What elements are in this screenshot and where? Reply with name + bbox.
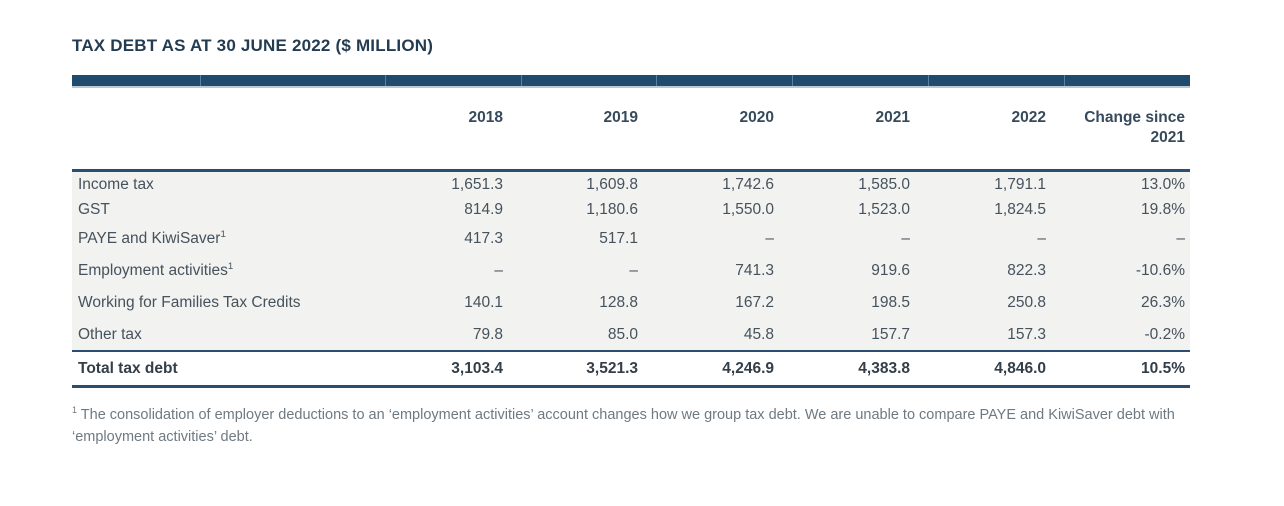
table-title: TAX DEBT AS AT 30 JUNE 2022 ($ MILLION) bbox=[72, 36, 434, 55]
cell-value: 1,824.5 bbox=[928, 197, 1064, 222]
cell-value: – bbox=[1064, 222, 1190, 254]
footnote-marker: 1 bbox=[72, 405, 77, 416]
column-header: 2019 bbox=[521, 87, 656, 171]
table-row: Working for Families Tax Credits 140.1 128… bbox=[72, 286, 1190, 318]
header-bar-segment bbox=[791, 75, 928, 88]
header-bar-segment bbox=[655, 75, 792, 88]
cell-value: 919.6 bbox=[792, 254, 928, 286]
total-value: 3,521.3 bbox=[521, 350, 656, 388]
table-body: Income tax 1,651.3 1,609.8 1,742.6 1,585.0 1,… bbox=[72, 169, 1190, 351]
cell-value: 167.2 bbox=[656, 286, 792, 318]
cell-value: 128.8 bbox=[521, 286, 656, 318]
header-bar-segment bbox=[927, 75, 1064, 88]
cell-value: -0.2% bbox=[1064, 318, 1190, 351]
cell-value: 1,585.0 bbox=[792, 169, 928, 197]
cell-value: 1,609.8 bbox=[521, 169, 656, 197]
row-label: Other tax bbox=[72, 318, 385, 351]
cell-value: 517.1 bbox=[521, 222, 656, 254]
column-header: 2020 bbox=[656, 87, 792, 171]
column-header: Change since 2021 bbox=[1064, 87, 1190, 171]
total-value: 4,846.0 bbox=[928, 350, 1064, 388]
cell-value: 13.0% bbox=[1064, 169, 1190, 197]
cell-value: 1,651.3 bbox=[385, 169, 521, 197]
cell-value: 1,523.0 bbox=[792, 197, 928, 222]
cell-value: 741.3 bbox=[656, 254, 792, 286]
cell-value: 822.3 bbox=[928, 254, 1064, 286]
cell-value: 79.8 bbox=[385, 318, 521, 351]
cell-value: 45.8 bbox=[656, 318, 792, 351]
report-table-section: TAX DEBT AS AT 30 JUNE 2022 ($ MILLION) … bbox=[72, 36, 1190, 448]
cell-value: 1,791.1 bbox=[928, 169, 1064, 197]
header-bar bbox=[72, 75, 1190, 88]
row-label: GST bbox=[72, 197, 385, 222]
column-header: 2018 bbox=[385, 87, 521, 171]
footnote-marker: 1 bbox=[227, 260, 234, 272]
row-label: Employment activities1 bbox=[72, 254, 385, 286]
table-row: PAYE and KiwiSaver1 417.3 517.1– – – – bbox=[72, 222, 1190, 254]
row-label-header bbox=[72, 87, 385, 171]
cell-value: 157.3 bbox=[928, 318, 1064, 351]
cell-value: 417.3 bbox=[385, 222, 521, 254]
cell-value: 157.7 bbox=[792, 318, 928, 351]
row-label: PAYE and KiwiSaver1 bbox=[72, 222, 385, 254]
header-bar-segment bbox=[72, 75, 200, 88]
cell-value: 198.5 bbox=[792, 286, 928, 318]
row-label: Total tax debt bbox=[72, 350, 385, 388]
footnote: 1 The consolidation of employer deductio… bbox=[72, 404, 1190, 448]
table-row: Income tax 1,651.3 1,609.8 1,742.6 1,585.0 1,… bbox=[72, 169, 1190, 197]
row-label: Income tax bbox=[72, 169, 385, 197]
cell-value: 1,180.6 bbox=[521, 197, 656, 222]
cell-value: 19.8% bbox=[1064, 197, 1190, 222]
cell-value: – bbox=[521, 254, 656, 286]
table-row: Other tax 79.8 85.0 45.8 157.7 157.3 -0.2% bbox=[72, 318, 1190, 351]
footnote-text: The consolidation of employer deductions… bbox=[72, 407, 1175, 446]
table-row: Employment activities1– –741.3 919.6 822.3-… bbox=[72, 254, 1190, 286]
total-value: 3,103.4 bbox=[385, 350, 521, 388]
cell-value: – bbox=[928, 222, 1064, 254]
footnote-marker: 1 bbox=[220, 228, 226, 240]
cell-value: 1,742.6 bbox=[656, 169, 792, 197]
column-header-row: 2018 2019 2020 2021 2022 Change since 2021 bbox=[72, 87, 1190, 171]
total-value: 10.5% bbox=[1064, 350, 1190, 388]
header-bar-segment bbox=[520, 75, 656, 88]
table-row: GST 814.9 1,180.6 1,550.0 1,523.0 1,824.5 19.8… bbox=[72, 197, 1190, 222]
column-header: 2022 bbox=[928, 87, 1064, 171]
cell-value: 140.1 bbox=[385, 286, 521, 318]
total-row: Total tax debt 3,103.4 3,521.3 4,246.9 4,383… bbox=[72, 350, 1190, 388]
cell-value: – bbox=[656, 222, 792, 254]
cell-value: 814.9 bbox=[385, 197, 521, 222]
row-label: Working for Families Tax Credits bbox=[72, 286, 385, 318]
cell-value: 85.0 bbox=[521, 318, 656, 351]
cell-value: -10.6% bbox=[1064, 254, 1190, 286]
column-header: 2021 bbox=[792, 87, 928, 171]
header-bar-segment bbox=[384, 75, 521, 88]
tax-debt-table: 2018 2019 2020 2021 2022 Change since 2021 In… bbox=[72, 75, 1190, 388]
cell-value: 1,550.0 bbox=[656, 197, 792, 222]
cell-value: 26.3% bbox=[1064, 286, 1190, 318]
header-bar-segment bbox=[199, 75, 385, 88]
cell-value: 250.8 bbox=[928, 286, 1064, 318]
cell-value: – bbox=[792, 222, 928, 254]
header-bar-segment bbox=[1063, 75, 1190, 88]
total-value: 4,246.9 bbox=[656, 350, 792, 388]
cell-value: – bbox=[385, 254, 521, 286]
total-value: 4,383.8 bbox=[792, 350, 928, 388]
